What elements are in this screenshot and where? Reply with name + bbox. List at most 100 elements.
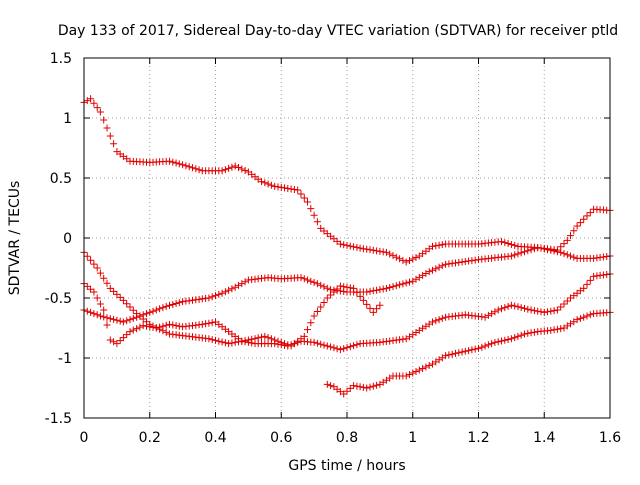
- data-point: [267, 335, 275, 343]
- data-point: [363, 288, 371, 296]
- data-point: [521, 248, 528, 256]
- data-point: [373, 286, 381, 294]
- data-point: [363, 384, 371, 392]
- data-point: [501, 304, 509, 312]
- data-point: [189, 164, 196, 172]
- data-point: [481, 313, 489, 321]
- data-point: [169, 301, 177, 308]
- data-point: [550, 247, 558, 255]
- data-point: [336, 346, 344, 354]
- data-point: [172, 322, 180, 330]
- data-point: [87, 256, 95, 264]
- data-point: [369, 287, 377, 295]
- data-point: [343, 283, 351, 291]
- data-point: [353, 382, 361, 390]
- data-point: [521, 330, 528, 338]
- data-point: [119, 296, 127, 304]
- data-point: [231, 283, 239, 291]
- data-point: [389, 252, 397, 260]
- data-point: [113, 340, 121, 348]
- x-tick-label: 0.6: [270, 430, 292, 446]
- data-point: [218, 338, 226, 346]
- data-point: [415, 366, 423, 374]
- data-point: [438, 314, 446, 322]
- data-point: [402, 258, 410, 266]
- data-point: [534, 244, 542, 252]
- data-point: [123, 300, 131, 308]
- data-point: [586, 209, 594, 217]
- data-point: [159, 327, 167, 335]
- data-point: [422, 363, 430, 371]
- y-axis-label: SDTVAR / TECUs: [7, 181, 23, 296]
- data-point: [422, 270, 430, 277]
- data-point: [507, 241, 515, 248]
- data-point: [547, 246, 555, 254]
- data-point: [258, 178, 265, 186]
- data-point: [323, 380, 331, 388]
- x-tick-label: 1.2: [467, 430, 489, 446]
- data-point: [116, 337, 124, 345]
- data-point: [310, 211, 318, 219]
- series-track-d: [80, 248, 384, 350]
- data-point: [136, 323, 144, 331]
- data-point: [238, 165, 246, 173]
- data-point: [113, 316, 121, 324]
- data-point: [133, 325, 141, 333]
- data-point: [409, 255, 417, 263]
- data-point: [586, 276, 594, 284]
- data-marks: [80, 95, 614, 398]
- data-point: [567, 232, 574, 240]
- x-axis-label: GPS time / hours: [288, 458, 405, 474]
- data-point: [340, 283, 348, 291]
- data-point: [560, 300, 568, 308]
- data-point: [475, 344, 482, 352]
- data-point: [300, 332, 308, 340]
- data-point: [317, 281, 325, 289]
- data-point: [215, 337, 223, 345]
- data-point: [557, 325, 565, 333]
- data-point: [382, 284, 390, 292]
- x-tick-label: 0.2: [139, 430, 161, 446]
- data-point: [514, 332, 522, 340]
- data-point: [511, 241, 519, 249]
- data-point: [304, 326, 311, 334]
- data-point: [491, 338, 499, 346]
- data-point: [327, 382, 335, 390]
- data-point: [553, 248, 561, 256]
- data-point: [126, 303, 134, 311]
- data-point: [557, 303, 565, 311]
- data-point: [432, 242, 440, 250]
- data-point: [435, 263, 443, 271]
- data-point: [228, 285, 236, 293]
- data-point: [96, 300, 104, 308]
- data-point: [563, 251, 571, 259]
- data-point: [567, 252, 574, 260]
- data-point: [90, 99, 98, 107]
- data-point: [369, 308, 377, 316]
- data-point: [231, 162, 239, 170]
- data-point: [198, 320, 206, 328]
- data-point: [346, 242, 354, 250]
- data-point: [409, 369, 417, 377]
- data-point: [432, 265, 440, 273]
- data-point: [327, 291, 335, 299]
- data-point: [356, 244, 364, 252]
- data-point: [254, 334, 262, 342]
- data-point: [580, 313, 588, 321]
- data-point: [507, 252, 515, 260]
- grid: [84, 58, 610, 418]
- data-point: [317, 303, 325, 311]
- data-point: [336, 282, 344, 290]
- data-point: [304, 198, 311, 206]
- data-point: [208, 336, 216, 344]
- data-point: [353, 341, 361, 349]
- data-point: [83, 252, 91, 260]
- data-point: [560, 250, 568, 258]
- data-point: [557, 248, 565, 256]
- data-point: [146, 308, 154, 316]
- data-point: [392, 253, 400, 261]
- data-point: [468, 346, 476, 354]
- data-point: [507, 335, 515, 343]
- data-point: [527, 306, 535, 314]
- data-point: [461, 347, 469, 355]
